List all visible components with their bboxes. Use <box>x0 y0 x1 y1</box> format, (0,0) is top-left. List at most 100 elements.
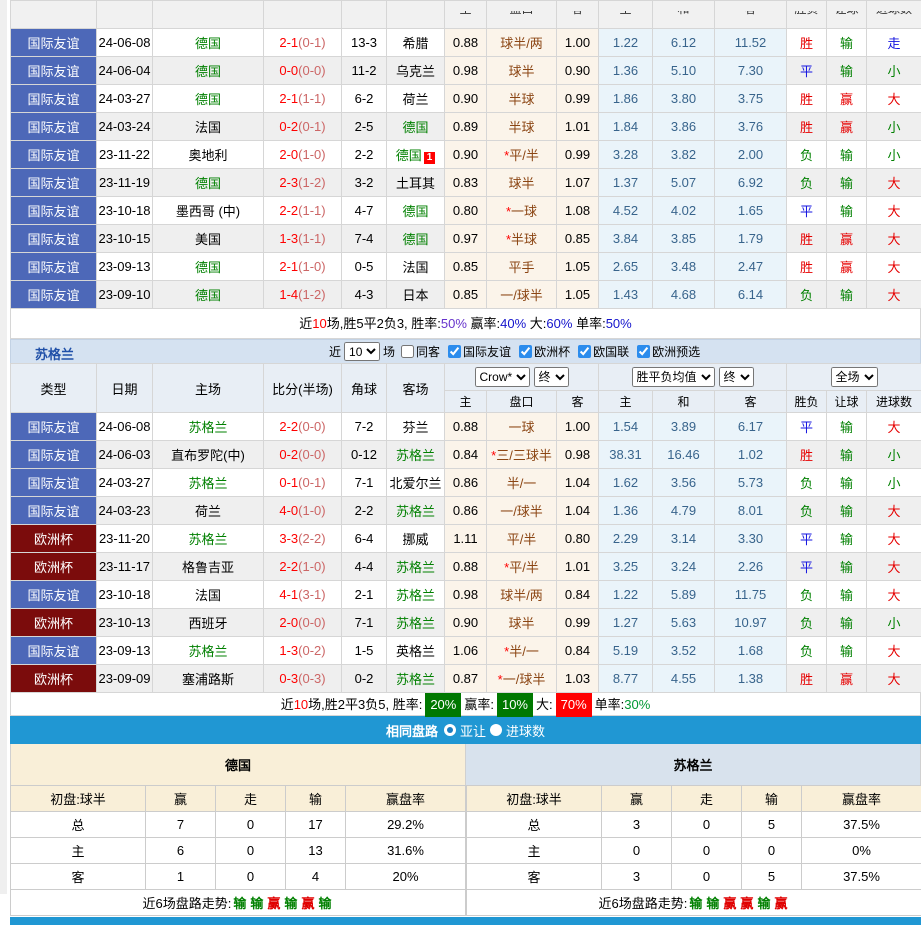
filter-checkbox[interactable] <box>401 345 414 358</box>
score-cell: 4-0(1-0) <box>264 497 342 525</box>
summary-segment: 大: <box>526 316 546 331</box>
summary-segment: 50% <box>441 316 467 331</box>
handicap-line-cell: 平/半 <box>487 525 557 553</box>
half-time-score: (1-0) <box>298 259 325 274</box>
stats-cell: 29.2% <box>346 812 466 838</box>
handicap-line: 一球 <box>511 204 537 219</box>
recent-count-select[interactable]: 10 <box>344 342 380 361</box>
handicap-line-cell: 球半/两 <box>487 581 557 609</box>
handicap-line-cell: 半球 <box>487 85 557 113</box>
summary-segment: 单率: <box>572 316 605 331</box>
handicap-result-cell: 赢 <box>827 665 867 693</box>
goals-result-cell: 大 <box>867 197 921 225</box>
half-time-score: (1-0) <box>298 147 325 162</box>
column-label: 让球 <box>827 11 866 17</box>
half-time-score: (0-0) <box>298 63 325 78</box>
euro-draw-odds-cell: 4.79 <box>653 497 715 525</box>
score-cell: 0-3(0-3) <box>264 665 342 693</box>
handicap-home-odds-cell: 0.80 <box>445 197 487 225</box>
match-date-cell: 23-09-13 <box>97 637 153 665</box>
half-time-score: (0-1) <box>298 35 325 50</box>
match-date-cell: 24-06-04 <box>97 57 153 85</box>
filter-checkbox[interactable] <box>578 345 591 358</box>
euro-away-odds-cell: 10.97 <box>715 609 787 637</box>
bookmaker-cell: Crow*终 <box>445 364 599 391</box>
handicap-line-cell: 平手 <box>487 253 557 281</box>
handicap-home-odds-cell: 1.06 <box>445 637 487 665</box>
goals-count-radio[interactable] <box>490 724 502 736</box>
match-type-cell: 国际友谊 <box>11 253 97 281</box>
handicap-result-cell: 赢 <box>827 85 867 113</box>
match-date-cell: 23-11-19 <box>97 169 153 197</box>
bookmaker-select[interactable]: Crow* <box>475 367 530 387</box>
full-time-score: 1-4 <box>279 287 298 302</box>
handicap-away-odds-cell: 0.80 <box>557 525 599 553</box>
filter-checkbox[interactable] <box>637 345 650 358</box>
matches-label: 场 <box>383 343 395 360</box>
stats-cell: 6 <box>146 838 216 864</box>
handicap-result-cell: 赢 <box>827 113 867 141</box>
stats-table-header: 初盘:球半赢走输赢盘率 <box>467 786 921 812</box>
handicap-result-cell: 输 <box>827 553 867 581</box>
match-type-cell: 欧洲杯 <box>11 525 97 553</box>
euro-odds-select[interactable]: 胜平负均值 <box>632 367 715 387</box>
trend-mark: 输 <box>284 896 297 911</box>
filter-checkbox[interactable] <box>519 345 532 358</box>
handicap-line-cell: *三/三球半 <box>487 441 557 469</box>
match-date-cell: 23-10-18 <box>97 197 153 225</box>
euro-odds-select[interactable]: 终 <box>719 367 754 387</box>
full-time-score: 0-1 <box>279 475 298 490</box>
trend-mark: 赢 <box>301 896 314 911</box>
euro-draw-odds-cell: 6.12 <box>653 29 715 57</box>
handicap-home-odds-cell: 0.88 <box>445 553 487 581</box>
corner-cell: 4-7 <box>342 197 387 225</box>
home-team-cell: 奥地利 <box>153 141 264 169</box>
clipped-header-cell: 主 <box>445 1 487 29</box>
column-subheader: 盘口 <box>487 391 557 413</box>
home-team-cell: 德国 <box>153 281 264 309</box>
scotland-title: 苏格兰 <box>35 344 74 363</box>
handicap-line: 三/三球半 <box>496 448 552 463</box>
handicap-away-odds-cell: 1.05 <box>557 253 599 281</box>
recent-label: 近 <box>329 343 341 360</box>
goals-result-cell: 小 <box>867 113 921 141</box>
filter-checkbox[interactable] <box>448 345 461 358</box>
summary-segment: 赢率: <box>467 316 500 331</box>
summary-segment: 近 <box>281 697 294 712</box>
stats-cell: 5 <box>742 864 802 890</box>
goals-result-cell: 大 <box>867 665 921 693</box>
trend-mark: 赢 <box>774 896 787 911</box>
away-team-cell: 芬兰 <box>387 413 445 441</box>
half-time-score: (0-2) <box>298 643 325 658</box>
asian-handicap-radio[interactable] <box>444 724 456 736</box>
half-time-score: (1-2) <box>298 287 325 302</box>
stats-cell: 37.5% <box>802 864 921 890</box>
euro-home-odds-cell: 5.19 <box>599 637 653 665</box>
stats-cell: 客 <box>467 864 602 890</box>
filter-checkbox-checked: 国际友谊 <box>442 343 511 360</box>
match-type-cell: 国际友谊 <box>11 113 97 141</box>
stats-cell: 0 <box>672 812 742 838</box>
euro-draw-odds-cell: 5.10 <box>653 57 715 85</box>
match-date-cell: 23-10-18 <box>97 581 153 609</box>
euro-draw-odds-cell: 5.63 <box>653 609 715 637</box>
score-cell: 2-1(0-1) <box>264 29 342 57</box>
germany-summary-line: 近10场,胜5平2负3, 胜率:50% 赢率:40% 大:60% 单率:50% <box>10 309 921 339</box>
column-header: 角球 <box>342 364 387 413</box>
goals-result-cell: 大 <box>867 281 921 309</box>
bookmaker-select[interactable]: 终 <box>534 367 569 387</box>
scope-select[interactable]: 全场 <box>831 367 878 387</box>
match-type-cell: 国际友谊 <box>11 225 97 253</box>
stats-cell: 总 <box>467 812 602 838</box>
handicap-home-odds-cell: 0.87 <box>445 665 487 693</box>
match-date-cell: 24-03-27 <box>97 469 153 497</box>
full-time-score: 1-3 <box>279 643 298 658</box>
euro-away-odds-cell: 11.75 <box>715 581 787 609</box>
clipped-header-cell: 客 <box>715 1 787 29</box>
score-cell: 2-3(1-2) <box>264 169 342 197</box>
